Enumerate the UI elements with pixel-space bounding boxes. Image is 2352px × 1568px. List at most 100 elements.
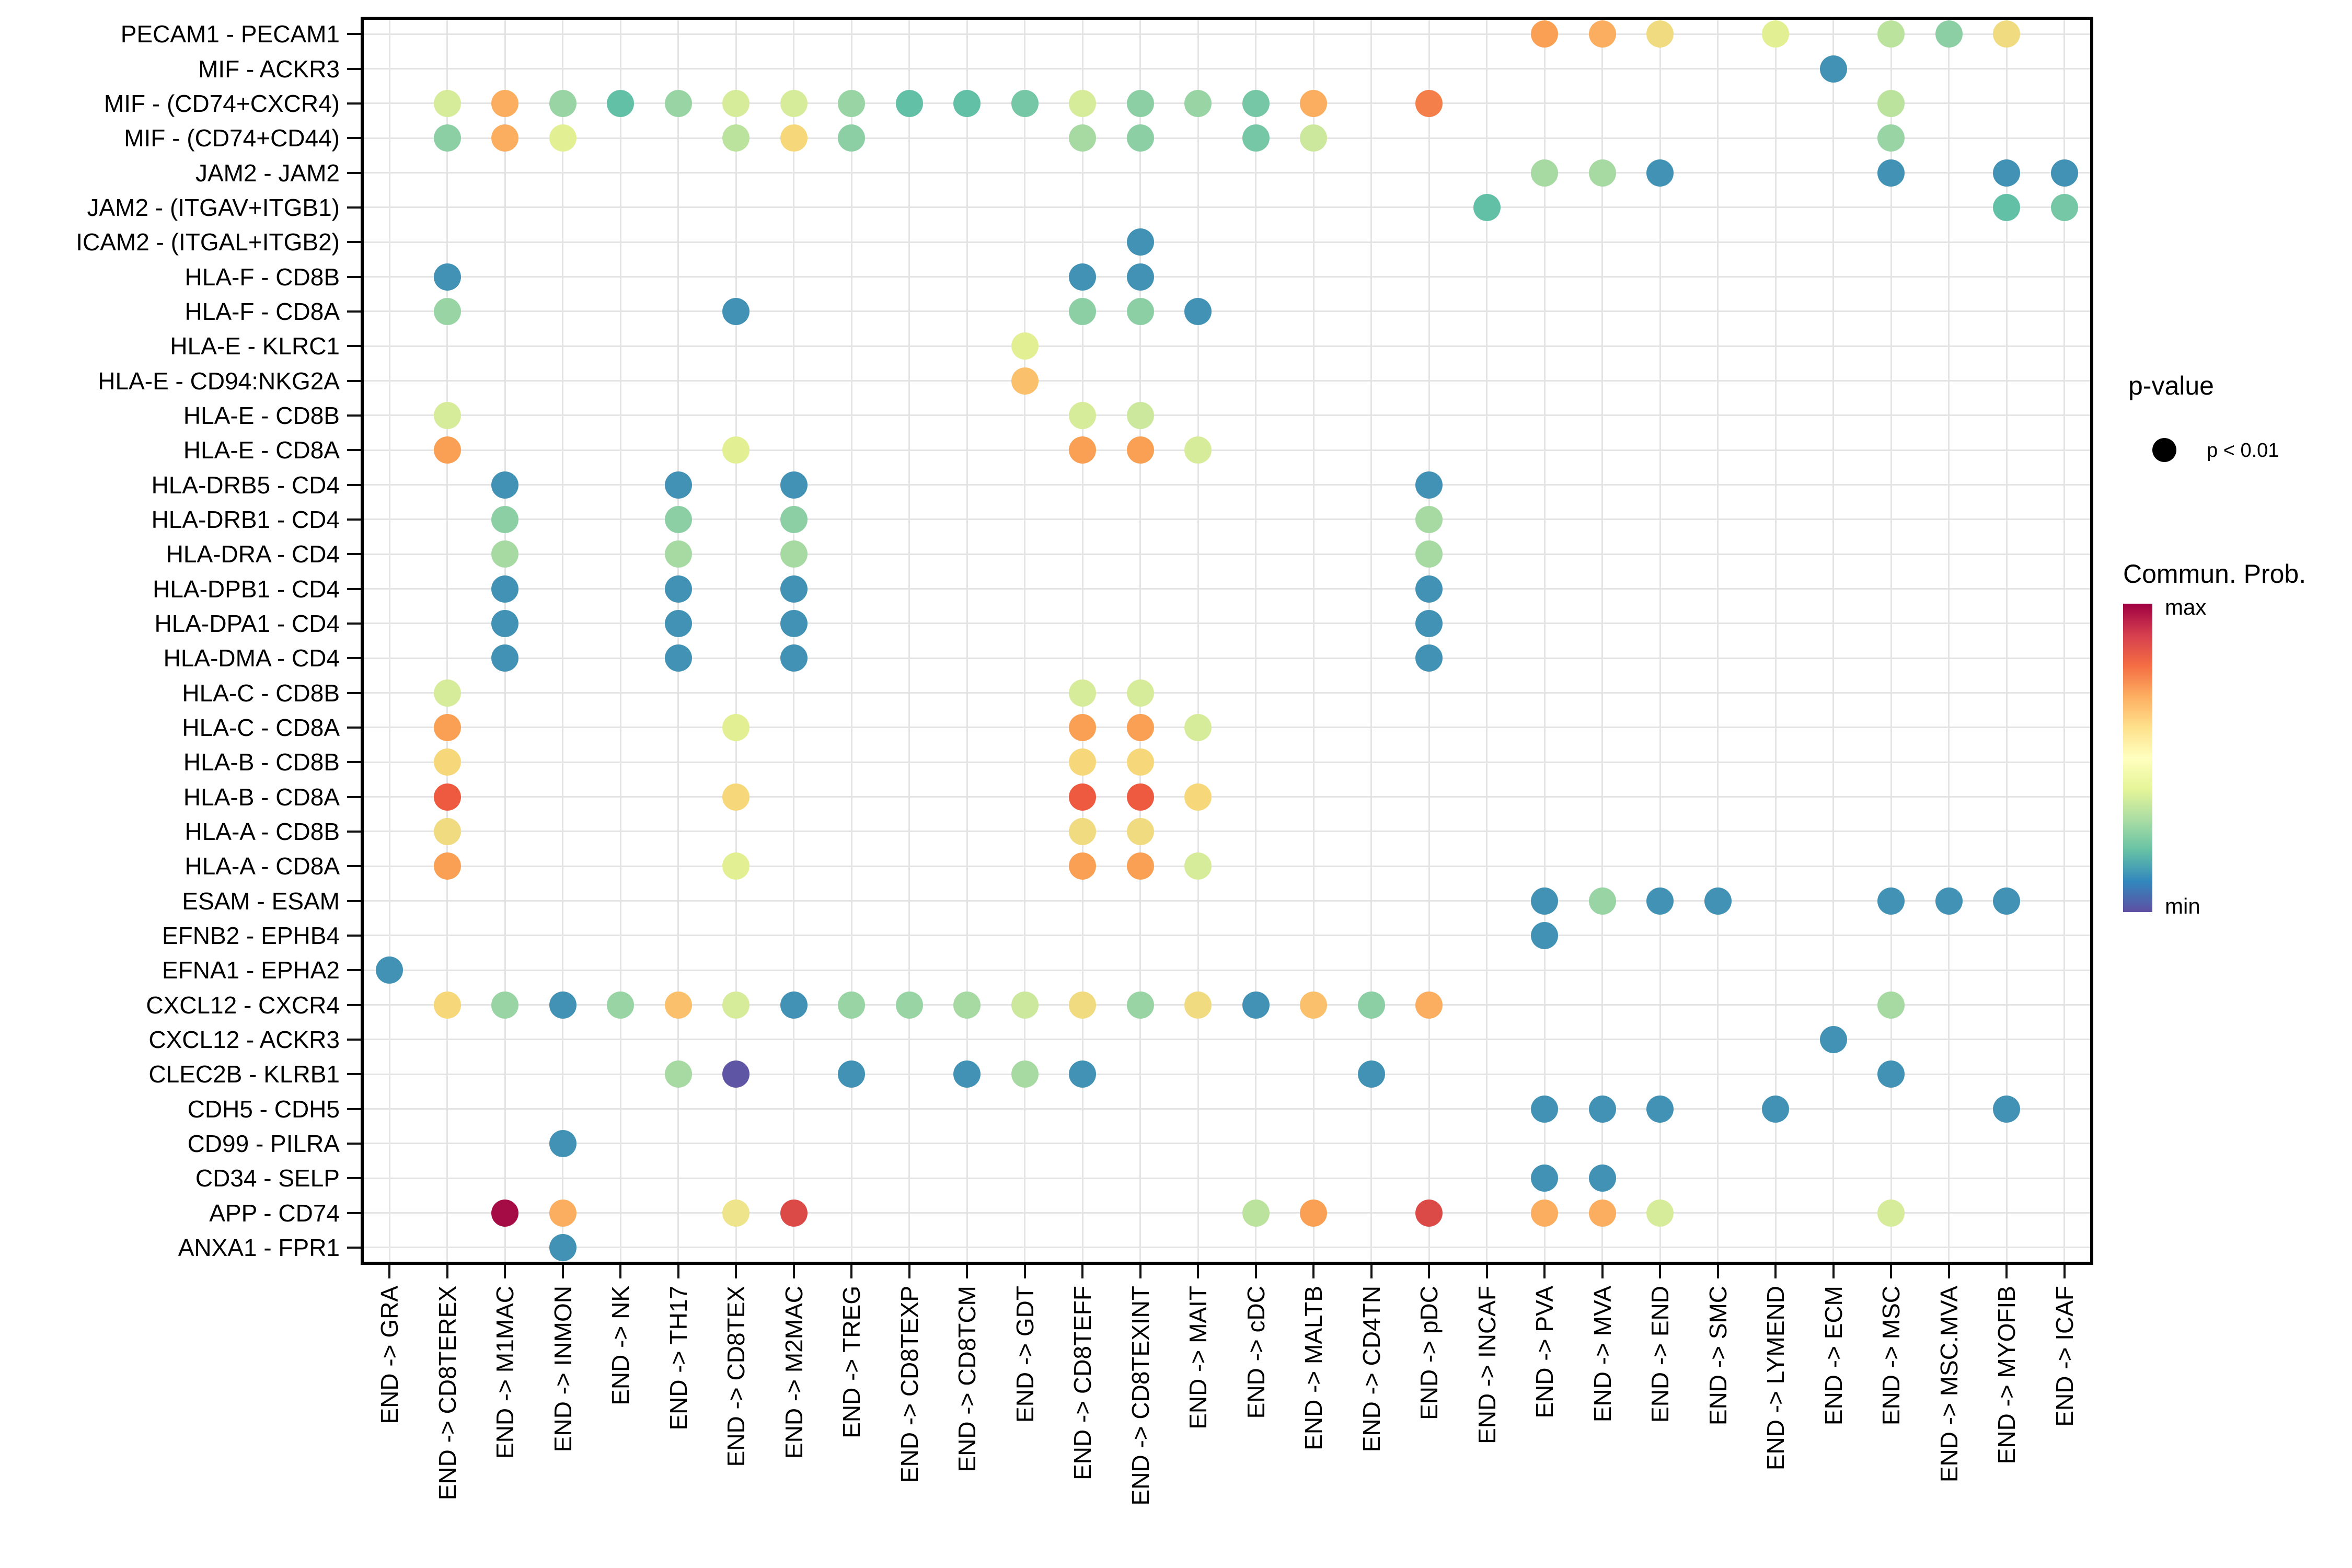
data-dot (722, 1060, 750, 1088)
data-dot (491, 991, 519, 1019)
y-axis-tick (347, 865, 361, 868)
x-axis-tick (619, 1265, 622, 1278)
y-axis-label: HLA-DRA - CD4 (166, 540, 340, 568)
gridline-horizontal (361, 761, 2093, 763)
data-dot (838, 991, 866, 1019)
y-axis-tick (347, 830, 361, 833)
data-dot (1069, 748, 1097, 776)
y-axis-tick (347, 969, 361, 972)
gridline-horizontal (361, 553, 2093, 555)
x-axis-tick (1254, 1265, 1257, 1278)
gridline-horizontal (361, 727, 2093, 729)
data-dot (1935, 887, 1963, 915)
data-dot (1993, 1095, 2021, 1123)
y-axis-label: HLA-E - CD8B (183, 401, 340, 429)
x-axis-label: END -> ECM (1819, 1286, 1847, 1426)
y-axis-label: ESAM - ESAM (182, 887, 340, 915)
data-dot (1011, 332, 1039, 360)
data-dot (953, 991, 981, 1019)
y-axis-tick (347, 1073, 361, 1076)
data-dot (1877, 89, 1905, 117)
data-dot (664, 505, 692, 533)
data-dot (1126, 679, 1154, 707)
gridline-vertical (966, 17, 968, 1265)
gridline-horizontal (361, 68, 2093, 70)
x-axis-label: END -> MSC (1877, 1286, 1905, 1426)
y-axis-label: HLA-DPB1 - CD4 (153, 575, 340, 603)
gridline-vertical (388, 17, 390, 1265)
gridline-horizontal (361, 1108, 2093, 1110)
y-axis-tick (347, 622, 361, 625)
y-axis-label: CD34 - SELP (195, 1165, 340, 1192)
gridline-horizontal (361, 622, 2093, 625)
data-dot (1069, 817, 1097, 845)
gridline-vertical (850, 17, 852, 1265)
x-axis-tick (792, 1265, 795, 1278)
data-dot (376, 956, 403, 984)
data-dot (1126, 89, 1154, 117)
x-axis-tick (1428, 1265, 1431, 1278)
y-axis-label: CLEC2B - KLRB1 (148, 1060, 340, 1088)
data-dot (1242, 1199, 1270, 1227)
data-dot (1184, 297, 1212, 325)
data-dot (664, 991, 692, 1019)
y-axis-label: JAM2 - JAM2 (195, 159, 340, 187)
x-axis-tick (1023, 1265, 1026, 1278)
data-dot (1069, 436, 1097, 464)
gridline-horizontal (361, 33, 2093, 35)
data-dot (1531, 159, 1559, 187)
y-axis-tick (347, 726, 361, 729)
data-dot (1126, 783, 1154, 811)
x-axis-label: END -> CD8TEXP (895, 1286, 923, 1483)
gridline-horizontal (361, 102, 2093, 105)
data-dot (433, 679, 461, 707)
data-dot (1762, 20, 1790, 48)
gridline-vertical (1717, 17, 1719, 1265)
gridline-horizontal (361, 1247, 2093, 1249)
data-dot (780, 471, 808, 499)
x-axis-label: END -> INCAF (1473, 1286, 1501, 1444)
data-dot (664, 609, 692, 637)
gridline-vertical (1832, 17, 1835, 1265)
y-axis-tick (347, 171, 361, 174)
y-axis-label: EFNA1 - EPHA2 (162, 956, 340, 984)
data-dot (549, 1199, 577, 1227)
data-dot (1877, 1199, 1905, 1227)
data-dot (1877, 20, 1905, 48)
data-dot (953, 89, 981, 117)
x-axis-label: END -> CD8TEX (722, 1286, 750, 1467)
gridline-vertical (908, 17, 910, 1265)
x-axis-tick (1832, 1265, 1835, 1278)
data-dot (1011, 367, 1039, 395)
data-dot (1126, 297, 1154, 325)
x-axis-label: END -> MAIT (1184, 1286, 1212, 1429)
x-axis-tick (1139, 1265, 1142, 1278)
y-axis-label: HLA-C - CD8A (182, 713, 340, 741)
data-dot (1646, 887, 1674, 915)
gridline-vertical (1774, 17, 1777, 1265)
x-axis-label: END -> MSC.MVA (1935, 1286, 1963, 1483)
gridline-horizontal (361, 206, 2093, 209)
data-dot (1184, 713, 1212, 741)
y-axis-label: CXCL12 - ACKR3 (148, 1025, 340, 1053)
gridline-horizontal (361, 310, 2093, 313)
data-dot (1877, 159, 1905, 187)
gridline-vertical (1081, 17, 1083, 1265)
data-dot (722, 852, 750, 880)
data-dot (433, 748, 461, 776)
data-dot (838, 124, 866, 152)
gridline-horizontal (361, 172, 2093, 174)
data-dot (1993, 193, 2021, 221)
data-dot (1588, 887, 1616, 915)
data-dot (780, 1199, 808, 1227)
data-dot (780, 991, 808, 1019)
commun-prob-legend-title: Commun. Prob. (2123, 559, 2307, 589)
gridline-vertical (2005, 17, 2008, 1265)
data-dot (722, 89, 750, 117)
data-dot (1126, 817, 1154, 845)
data-dot (1415, 505, 1443, 533)
x-axis-label: END -> TREG (838, 1286, 866, 1438)
y-axis-label: HLA-DRB5 - CD4 (151, 471, 340, 499)
y-axis-tick (347, 761, 361, 764)
gridline-horizontal (361, 1039, 2093, 1041)
